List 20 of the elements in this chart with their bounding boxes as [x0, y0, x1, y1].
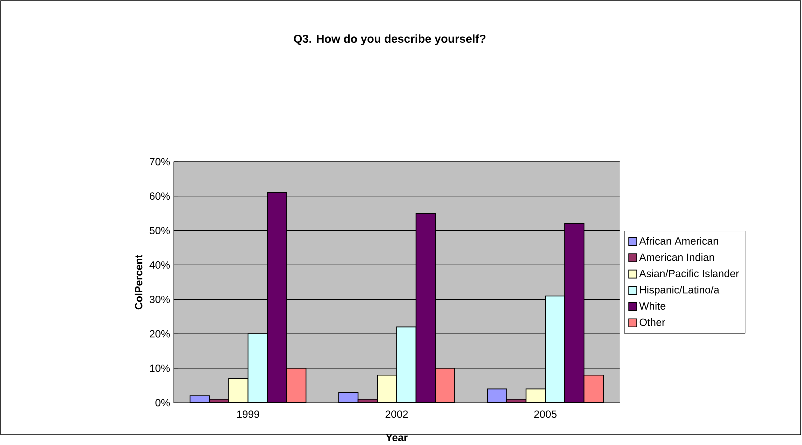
legend-label: Asian/Pacific Islander	[639, 270, 740, 278]
y-tick-label: 70%	[150, 158, 170, 166]
y-tick-label: 10%	[150, 364, 170, 372]
legend-label: White	[639, 302, 666, 310]
x-tick-label: 1999	[237, 410, 260, 418]
x-axis-title: Year	[386, 434, 408, 442]
legend-label: American Indian	[639, 254, 714, 262]
y-axis-title: ColPercent	[134, 255, 143, 310]
legend-label: Other	[640, 318, 666, 326]
x-tick-label: 2002	[386, 410, 408, 418]
legend-label: Hispanic/Latino/a	[640, 286, 720, 296]
y-tick-label: 20%	[150, 330, 170, 338]
y-tick-label: 40%	[150, 262, 170, 270]
y-tick-label: 30%	[150, 296, 170, 304]
y-tick-label: 0%	[156, 399, 170, 407]
x-tick-label: 2005	[534, 410, 557, 418]
y-tick-label: 60%	[150, 192, 170, 200]
y-tick-label: 50%	[150, 227, 170, 235]
legend-label: African American	[639, 237, 718, 246]
chart-title: Q3. How do you describe yourself?	[294, 34, 486, 46]
